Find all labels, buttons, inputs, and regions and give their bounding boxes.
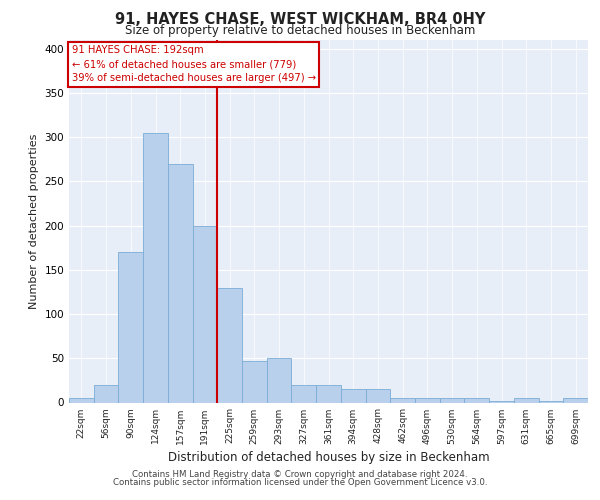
Bar: [217, 288, 242, 403]
Bar: [168, 164, 193, 402]
Text: 91 HAYES CHASE: 192sqm
← 61% of detached houses are smaller (779)
39% of semi-de: 91 HAYES CHASE: 192sqm ← 61% of detached…: [71, 46, 316, 84]
Bar: [563, 398, 588, 402]
Bar: [539, 400, 563, 402]
Bar: [94, 385, 118, 402]
Bar: [242, 361, 267, 403]
Bar: [341, 389, 365, 402]
Text: Contains public sector information licensed under the Open Government Licence v3: Contains public sector information licen…: [113, 478, 487, 487]
Bar: [464, 398, 489, 402]
Bar: [489, 400, 514, 402]
Text: 91, HAYES CHASE, WEST WICKHAM, BR4 0HY: 91, HAYES CHASE, WEST WICKHAM, BR4 0HY: [115, 12, 485, 28]
Bar: [365, 389, 390, 402]
Text: Size of property relative to detached houses in Beckenham: Size of property relative to detached ho…: [125, 24, 475, 37]
X-axis label: Distribution of detached houses by size in Beckenham: Distribution of detached houses by size …: [167, 450, 490, 464]
Bar: [193, 226, 217, 402]
Bar: [69, 398, 94, 402]
Bar: [143, 133, 168, 402]
Bar: [316, 385, 341, 402]
Bar: [118, 252, 143, 402]
Bar: [292, 385, 316, 402]
Y-axis label: Number of detached properties: Number of detached properties: [29, 134, 39, 309]
Bar: [514, 398, 539, 402]
Bar: [415, 398, 440, 402]
Text: Contains HM Land Registry data © Crown copyright and database right 2024.: Contains HM Land Registry data © Crown c…: [132, 470, 468, 479]
Bar: [390, 398, 415, 402]
Bar: [440, 398, 464, 402]
Bar: [267, 358, 292, 403]
